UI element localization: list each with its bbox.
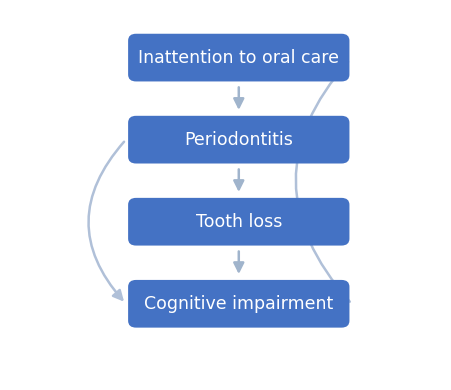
FancyBboxPatch shape — [128, 198, 350, 246]
Text: Inattention to oral care: Inattention to oral care — [138, 49, 339, 67]
Text: Cognitive impairment: Cognitive impairment — [144, 295, 333, 313]
Text: Tooth loss: Tooth loss — [196, 213, 282, 231]
FancyBboxPatch shape — [128, 280, 350, 328]
FancyBboxPatch shape — [128, 116, 350, 163]
FancyBboxPatch shape — [128, 34, 350, 82]
Text: Periodontitis: Periodontitis — [184, 131, 293, 149]
